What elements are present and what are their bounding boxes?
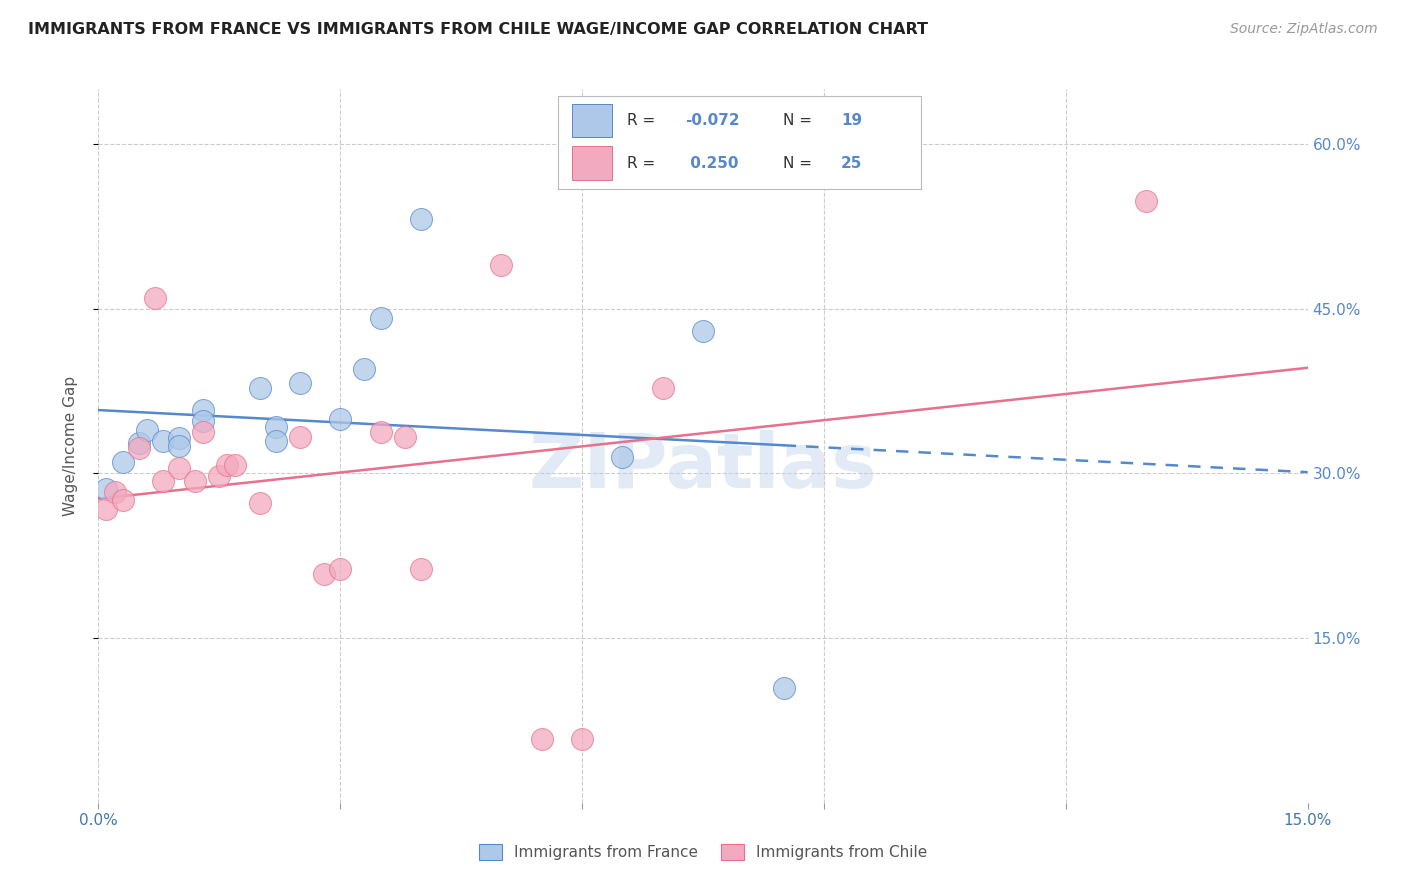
- Point: [96, 482, 118, 496]
- Point: [530, 732, 553, 747]
- Point: [264, 420, 287, 434]
- Point: [193, 402, 215, 417]
- Point: [612, 450, 634, 464]
- Point: [651, 381, 673, 395]
- Point: [370, 310, 392, 325]
- Point: [571, 732, 593, 747]
- Point: [772, 681, 794, 695]
- Point: [353, 362, 375, 376]
- Point: [1135, 194, 1157, 209]
- Point: [167, 461, 190, 475]
- Point: [409, 562, 432, 576]
- Point: [249, 381, 271, 395]
- Point: [314, 567, 336, 582]
- Point: [217, 458, 239, 472]
- Point: [128, 441, 150, 455]
- Y-axis label: Wage/Income Gap: Wage/Income Gap: [63, 376, 77, 516]
- Point: [692, 324, 714, 338]
- Legend: Immigrants from France, Immigrants from Chile: Immigrants from France, Immigrants from …: [472, 838, 934, 866]
- Point: [167, 431, 190, 445]
- Point: [152, 474, 174, 488]
- Point: [329, 411, 352, 425]
- Text: Source: ZipAtlas.com: Source: ZipAtlas.com: [1230, 22, 1378, 37]
- Point: [111, 455, 134, 469]
- Point: [288, 430, 311, 444]
- Point: [128, 435, 150, 450]
- Point: [193, 414, 215, 428]
- Point: [264, 434, 287, 448]
- Point: [135, 423, 157, 437]
- Point: [370, 425, 392, 439]
- Point: [394, 430, 416, 444]
- Point: [103, 485, 125, 500]
- Point: [111, 492, 134, 507]
- Point: [152, 434, 174, 448]
- Point: [329, 562, 352, 576]
- Point: [409, 211, 432, 226]
- Text: ZIPatlas: ZIPatlas: [529, 431, 877, 504]
- Point: [288, 376, 311, 391]
- Point: [96, 501, 118, 516]
- Point: [224, 458, 246, 472]
- Point: [193, 425, 215, 439]
- Point: [167, 439, 190, 453]
- Point: [491, 258, 513, 272]
- Point: [208, 468, 231, 483]
- Text: IMMIGRANTS FROM FRANCE VS IMMIGRANTS FROM CHILE WAGE/INCOME GAP CORRELATION CHAR: IMMIGRANTS FROM FRANCE VS IMMIGRANTS FRO…: [28, 22, 928, 37]
- Point: [184, 474, 207, 488]
- Point: [249, 496, 271, 510]
- Point: [143, 291, 166, 305]
